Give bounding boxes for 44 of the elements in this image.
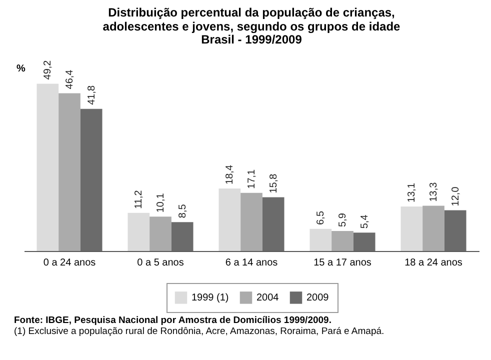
data-label: 5,4 bbox=[359, 214, 370, 229]
chart-subtitle: Brasil - 1999/2009 bbox=[201, 32, 302, 46]
text: adolescentes e jovens, segundo os grupos de idade bbox=[102, 19, 400, 34]
bar bbox=[36, 84, 59, 251]
data-label: 41,8 bbox=[86, 84, 98, 105]
data-label: 13,1 bbox=[406, 182, 418, 202]
data-label: 49,2 bbox=[42, 60, 54, 80]
legend-label: 2009 bbox=[306, 292, 330, 304]
data-label: 10,1 bbox=[156, 192, 166, 213]
bar bbox=[400, 206, 423, 251]
data-label: 46,4 bbox=[64, 69, 76, 90]
x-tick-label: 6 a 14 anos bbox=[225, 258, 278, 268]
data-label: 8,5 bbox=[177, 204, 188, 218]
data-label: 11,2 bbox=[134, 190, 145, 209]
bar bbox=[128, 212, 150, 251]
bar bbox=[218, 188, 241, 251]
legend-label: 1999 (1) bbox=[192, 292, 229, 304]
bar bbox=[353, 232, 376, 251]
data-label: 5,9 bbox=[338, 212, 348, 227]
bar bbox=[150, 216, 172, 251]
x-tick-label: 15 a 17 anos bbox=[314, 258, 372, 268]
source-note: Fonte: IBGE, Pesquisa Nacional por Amostra de Domicílios 1999/2009. bbox=[14, 315, 332, 326]
data-label: 12,0 bbox=[450, 186, 462, 206]
bar bbox=[444, 210, 466, 251]
bar bbox=[422, 206, 444, 251]
bar bbox=[171, 222, 194, 251]
bar bbox=[310, 228, 332, 251]
y-axis-title: % bbox=[16, 64, 26, 74]
data-label: 13,3 bbox=[428, 182, 440, 202]
data-label: 17,1 bbox=[246, 168, 258, 189]
bar bbox=[262, 197, 284, 251]
bar bbox=[80, 108, 102, 251]
x-tick-label: 18 a 24 anos bbox=[404, 258, 462, 268]
text: (1) Exclusive a população rural de Rondônia, Acre, Amazonas, Roraima, Pará e Amapá. bbox=[14, 326, 384, 337]
legend-label: 2004 bbox=[256, 292, 280, 304]
data-label: 18,4 bbox=[224, 164, 236, 184]
data-label: 15,8 bbox=[268, 173, 280, 194]
data-label: 6,5 bbox=[316, 210, 327, 225]
x-tick-label: 0 a 5 anos bbox=[137, 258, 184, 268]
bar bbox=[240, 192, 262, 251]
bar bbox=[58, 93, 80, 251]
bar bbox=[332, 230, 354, 251]
text: Distribuição percentual da população de crianças, bbox=[108, 5, 395, 20]
x-tick-label: 0 a 24 anos bbox=[43, 258, 96, 268]
